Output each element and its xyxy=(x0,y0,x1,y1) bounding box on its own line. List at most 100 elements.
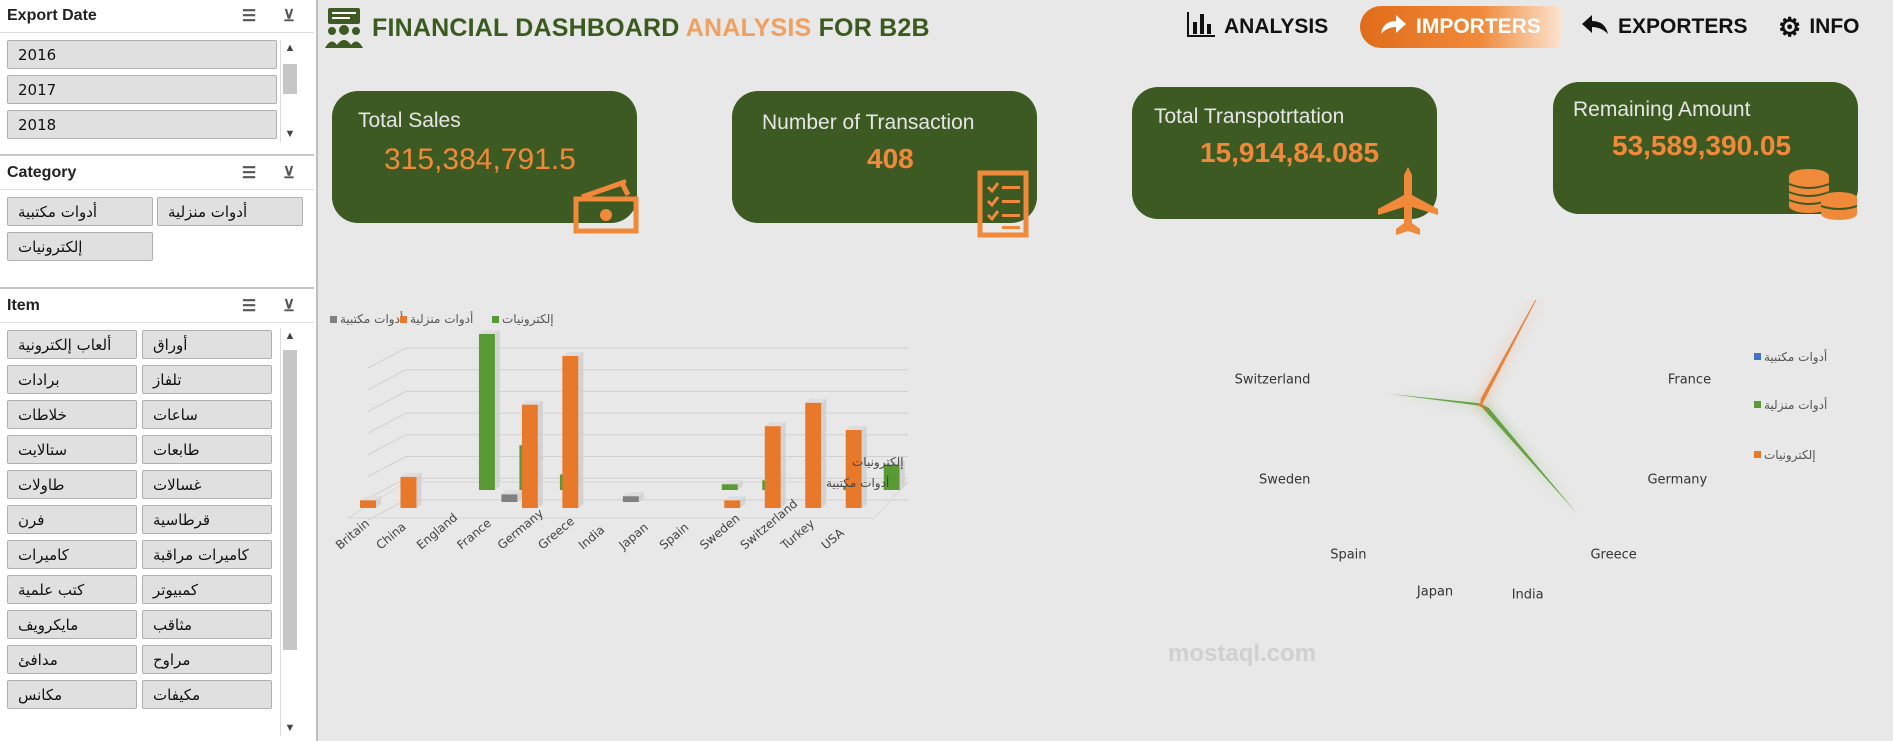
slicer-item[interactable]: إلكترونيات xyxy=(7,232,153,261)
bar-top xyxy=(521,400,543,405)
slicer-item[interactable]: كاميرات مراقبة xyxy=(142,540,272,569)
scrollbar[interactable]: ▲ ▼ xyxy=(280,40,299,142)
legend-swatch xyxy=(330,316,337,323)
slicer-item[interactable]: مدافئ xyxy=(7,645,137,674)
category-slicer: Category ☰ ⊻ أدوات مكتبية أدوات منزلية إلك… xyxy=(0,157,314,289)
axis-label: India xyxy=(1512,587,1544,602)
slicer-item[interactable]: كمبيوتر xyxy=(142,575,272,604)
slicer-panel: Export Date ☰ ⊻ 2016 2017 2018 ▲ ▼ Categor… xyxy=(0,0,318,741)
page-title: FINANCIAL DASHBOARD ANALYSIS FOR B2B xyxy=(372,14,930,43)
legend-label: أدوات مكتبية xyxy=(1764,349,1827,365)
kpi-label: Number of Transaction xyxy=(762,111,975,134)
legend-swatch xyxy=(1754,401,1761,408)
multi-select-icon[interactable]: ☰ xyxy=(241,298,257,315)
dashboard-main: FINANCIAL DASHBOARD ANALYSIS FOR B2B ANA… xyxy=(318,0,1893,741)
nav-info-button[interactable]: ⚙ INFO xyxy=(1778,6,1859,48)
x-tick-label: USA xyxy=(819,525,848,552)
slicer-item[interactable]: برادات xyxy=(7,365,137,394)
bar xyxy=(478,334,495,490)
bar-side xyxy=(740,496,746,508)
export-date-slicer: Export Date ☰ ⊻ 2016 2017 2018 ▲ ▼ xyxy=(0,0,314,156)
gridline xyxy=(367,390,407,412)
slicer-item[interactable]: أوراق xyxy=(142,330,272,359)
slicer-item[interactable]: أدوات مكتبية xyxy=(7,197,153,226)
slicer-item[interactable]: خلاطات xyxy=(7,400,137,429)
scroll-thumb[interactable] xyxy=(283,350,297,650)
radar-series xyxy=(1477,300,1537,416)
bar-chart: أدوات مكتبية أدوات منزلية إلكترونيات Britai… xyxy=(330,311,910,553)
bar-side xyxy=(376,496,381,508)
slicer-item[interactable]: ستالايت xyxy=(7,435,137,464)
slicer-item[interactable]: فرن xyxy=(7,505,137,534)
scrollbar[interactable]: ▲ ▼ xyxy=(280,328,299,736)
gridline xyxy=(367,456,407,477)
bar xyxy=(501,494,518,502)
kpi-value: 15,914,84.085 xyxy=(1200,137,1380,168)
bar xyxy=(845,430,862,508)
legend-label: أدوات مكتبية xyxy=(340,311,403,327)
scroll-down-icon[interactable]: ▼ xyxy=(284,722,296,734)
slicer-item[interactable]: 2016 xyxy=(7,40,277,69)
gridline xyxy=(367,412,407,434)
kpi-value: 408 xyxy=(867,143,914,174)
slicer-item[interactable]: مكانس xyxy=(7,680,137,709)
slicer-item[interactable]: كاميرات xyxy=(7,540,137,569)
slicer-item[interactable]: طابعات xyxy=(142,435,272,464)
nav-exporters-button[interactable]: EXPORTERS xyxy=(1580,6,1748,48)
title-highlight: ANALYSIS xyxy=(685,14,812,42)
multi-select-icon[interactable]: ☰ xyxy=(241,8,257,25)
kpi-card-remaining: Remaining Amount 53,589,390.05 xyxy=(1553,82,1858,220)
slicer-item[interactable]: 2018 xyxy=(7,110,277,139)
depth-label: أدوات مكتبية xyxy=(826,475,889,491)
slicer-item[interactable]: أدوات منزلية xyxy=(157,197,303,226)
nav-analysis-button[interactable]: ANALYSIS xyxy=(1186,6,1328,48)
nav-importers-button[interactable]: IMPORTERS xyxy=(1360,6,1561,48)
legend-label: أدوات منزلية xyxy=(1764,397,1827,413)
clear-filter-icon[interactable]: ⊻ xyxy=(283,8,295,25)
slicer-title: Item xyxy=(7,297,40,314)
nav-label: IMPORTERS xyxy=(1416,15,1541,38)
clear-filter-icon[interactable]: ⊻ xyxy=(283,165,295,182)
slicer-item[interactable]: طاولات xyxy=(7,470,137,499)
slicer-item[interactable]: ألعاب إلكترونية xyxy=(7,330,137,359)
x-tick-label: Japan xyxy=(615,520,650,553)
reply-arrow-icon xyxy=(1580,12,1610,43)
slicer-item[interactable]: مثاقب xyxy=(142,610,272,639)
slicer-item[interactable]: كتب علمية xyxy=(7,575,137,604)
clear-filter-icon[interactable]: ⊻ xyxy=(283,298,295,315)
bar-top xyxy=(724,496,746,501)
slicer-item[interactable]: تلفاز xyxy=(142,365,272,394)
slicer-item[interactable]: مكيفات xyxy=(142,680,272,709)
kpi-label: Total Transpotrtation xyxy=(1154,105,1345,128)
bar xyxy=(521,404,538,508)
scroll-thumb[interactable] xyxy=(283,64,297,94)
radar-glow xyxy=(1388,393,1577,514)
axis-label: Sweden xyxy=(1259,472,1310,487)
bar-side xyxy=(517,490,523,502)
bar-side xyxy=(737,480,743,490)
x-tick-label: Britain xyxy=(333,516,372,552)
chart-floor xyxy=(346,481,910,519)
scroll-up-icon[interactable]: ▲ xyxy=(284,330,296,342)
slicer-item[interactable]: ساعات xyxy=(142,400,272,429)
slicer-header: Category ☰ ⊻ xyxy=(0,157,314,190)
slicer-item[interactable]: قرطاسية xyxy=(142,505,272,534)
slicer-title: Category xyxy=(7,164,77,181)
airplane-icon xyxy=(1378,167,1438,235)
gridline xyxy=(367,369,407,391)
kpi-value: 315,384,791.5 xyxy=(384,143,576,176)
bar-chart-icon xyxy=(1186,10,1216,45)
slicer-item[interactable]: 2017 xyxy=(7,75,277,104)
slicer-item[interactable]: مايكرويف xyxy=(7,610,137,639)
legend-swatch xyxy=(1754,451,1761,458)
slicer-item[interactable]: غسالات xyxy=(142,470,272,499)
scroll-down-icon[interactable]: ▼ xyxy=(284,128,296,140)
nav-label: EXPORTERS xyxy=(1618,15,1748,38)
multi-select-icon[interactable]: ☰ xyxy=(241,165,257,182)
legend-label: إلكترونيات xyxy=(502,312,554,327)
checklist-icon xyxy=(977,170,1029,238)
bar xyxy=(400,476,417,508)
x-tick-label: Sweden xyxy=(697,511,742,552)
slicer-item[interactable]: مراوح xyxy=(142,645,272,674)
scroll-up-icon[interactable]: ▲ xyxy=(284,42,296,54)
